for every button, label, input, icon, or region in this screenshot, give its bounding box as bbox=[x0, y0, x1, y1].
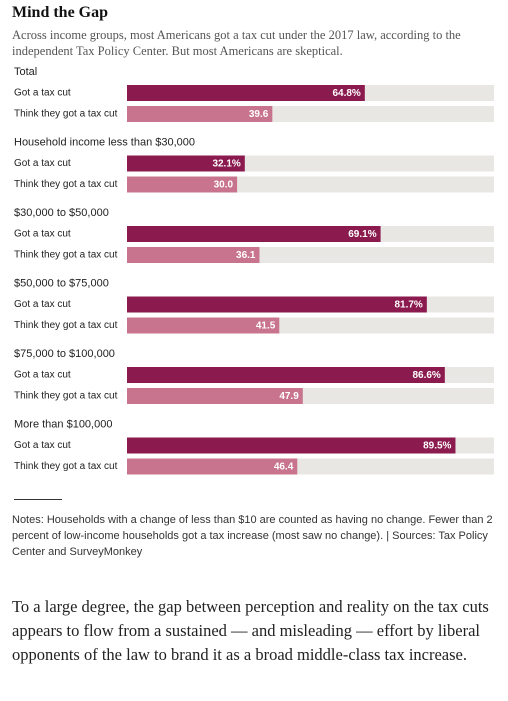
value-label: 81.7% bbox=[394, 300, 422, 311]
value-label: 41.5 bbox=[256, 321, 276, 332]
category-label: Think they got a tax cut bbox=[14, 179, 118, 190]
category-label: Think they got a tax cut bbox=[14, 461, 118, 472]
bar bbox=[127, 155, 245, 172]
category-label: Think they got a tax cut bbox=[14, 109, 118, 120]
category-label: Think they got a tax cut bbox=[14, 391, 118, 402]
chart: Total Got a tax cut 64.8% Think they got a … bbox=[14, 66, 494, 475]
bar bbox=[127, 367, 445, 383]
group-label: Household income less than $30,000 bbox=[14, 136, 195, 148]
chart-notes: Notes: Households with a change of less … bbox=[12, 514, 493, 558]
category-label: Think they got a tax cut bbox=[14, 320, 118, 331]
value-label: 69.1% bbox=[348, 229, 376, 240]
bar bbox=[127, 226, 381, 242]
value-label: 46.4 bbox=[274, 462, 294, 473]
value-label: 30.0 bbox=[214, 180, 234, 191]
bar bbox=[127, 317, 280, 334]
value-label: 39.6 bbox=[249, 109, 269, 120]
value-label: 89.5% bbox=[423, 441, 451, 452]
bar bbox=[127, 106, 273, 122]
bar bbox=[127, 176, 238, 193]
category-label: Think they got a tax cut bbox=[14, 250, 118, 261]
divider bbox=[14, 499, 62, 500]
bar bbox=[127, 296, 427, 313]
category-label: Got a tax cut bbox=[14, 88, 71, 99]
group-label: $30,000 to $50,000 bbox=[14, 207, 109, 219]
bar bbox=[127, 388, 303, 404]
body-paragraph: To a large degree, the gap between perce… bbox=[12, 597, 489, 664]
value-label: 47.9 bbox=[279, 391, 299, 402]
category-label: Got a tax cut bbox=[14, 158, 71, 169]
group-label: $50,000 to $75,000 bbox=[14, 277, 109, 289]
value-label: 32.1% bbox=[212, 159, 240, 170]
value-label: 64.8% bbox=[332, 88, 360, 99]
group-label: $75,000 to $100,000 bbox=[14, 348, 115, 360]
chart-subtitle: Across income groups, most Americans got… bbox=[12, 28, 461, 58]
chart-title: Mind the Gap bbox=[12, 4, 109, 21]
bar bbox=[127, 458, 298, 475]
value-label: 86.6% bbox=[412, 370, 440, 381]
bar bbox=[127, 85, 365, 101]
category-label: Got a tax cut bbox=[14, 440, 71, 451]
category-label: Got a tax cut bbox=[14, 370, 71, 381]
bar bbox=[127, 437, 456, 454]
value-label: 36.1 bbox=[236, 250, 256, 261]
category-label: Got a tax cut bbox=[14, 299, 71, 310]
bar bbox=[127, 247, 260, 263]
group-label: Total bbox=[14, 66, 37, 78]
category-label: Got a tax cut bbox=[14, 229, 71, 240]
group-label: More than $100,000 bbox=[14, 418, 112, 430]
